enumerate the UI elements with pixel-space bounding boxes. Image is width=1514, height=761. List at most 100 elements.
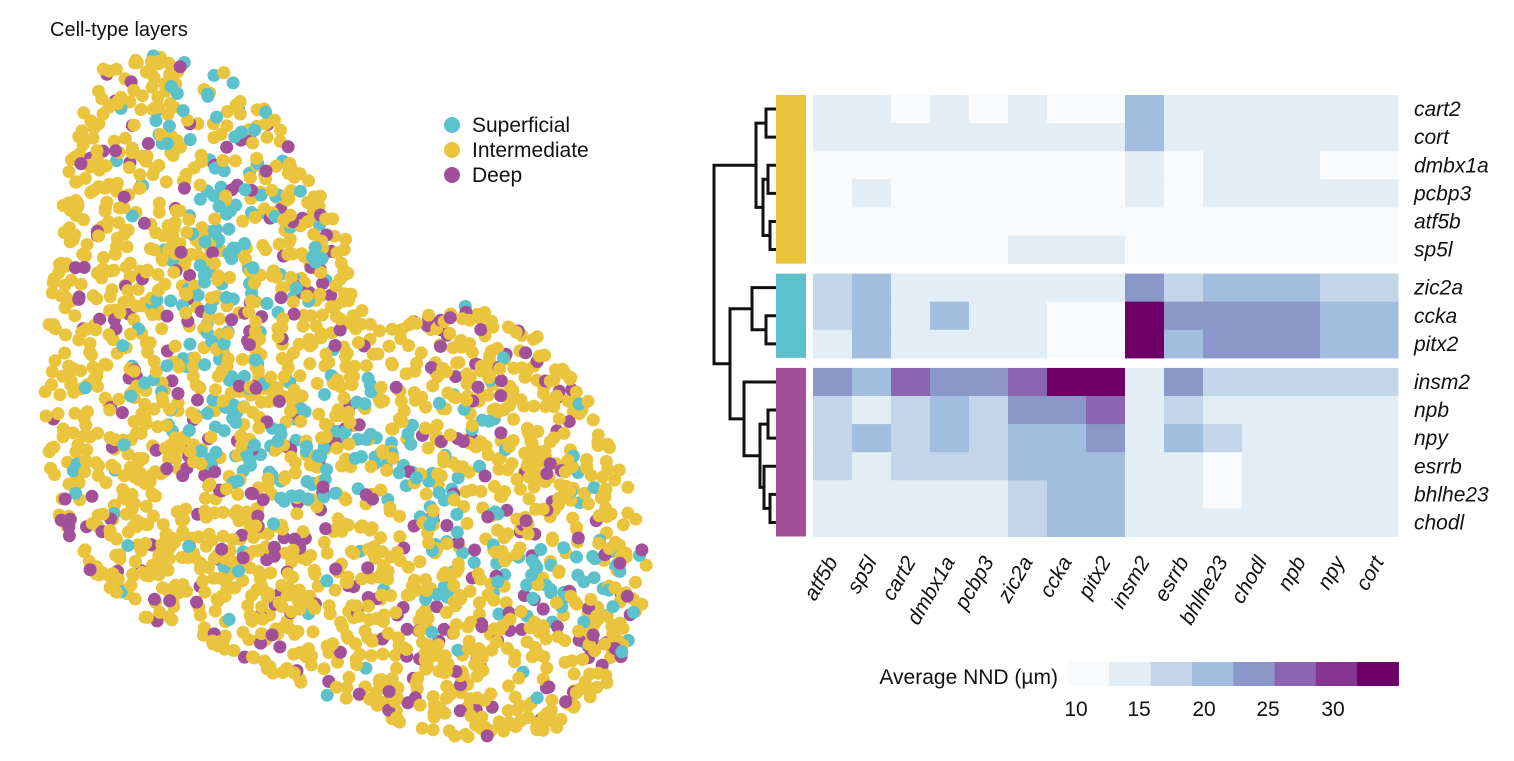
scatter-point-intermediate	[481, 588, 495, 602]
scatter-point-intermediate	[380, 463, 394, 477]
scatter-point-intermediate	[74, 277, 88, 291]
scatter-point-deep	[434, 435, 448, 448]
scatter-point-deep	[550, 620, 564, 634]
heatmap-cell	[1203, 151, 1243, 180]
heatmap-cell	[969, 123, 1009, 152]
scatter-point-intermediate	[252, 421, 266, 435]
scatter-point-deep	[329, 562, 343, 576]
heatmap-cell	[1203, 207, 1243, 236]
scatter-point-intermediate	[563, 484, 577, 498]
scatter-point-intermediate	[117, 469, 131, 483]
scatter-point-intermediate	[408, 364, 422, 378]
scatter-point-intermediate	[343, 416, 357, 429]
heatmap-cell	[930, 301, 970, 331]
heatmap-cell	[891, 396, 931, 425]
scatter-point-intermediate	[533, 349, 546, 363]
heatmap-column-labels: atf5b sp5lcart2dmbx1apcbp3zic2acckapitx2i…	[800, 551, 1390, 629]
scatter-point-superficial	[308, 241, 322, 254]
scatter-point-deep	[165, 374, 179, 388]
scatter-point-intermediate	[136, 566, 150, 579]
scatter-point-intermediate	[319, 212, 333, 226]
dendrogram-branch	[764, 314, 776, 346]
scatter-point-deep	[586, 628, 600, 642]
heatmap-cell	[1047, 452, 1087, 481]
scatter-point-intermediate	[242, 305, 256, 319]
scatter-point-intermediate	[69, 202, 83, 216]
scatter-point-deep	[319, 522, 333, 536]
scatter-point-deep	[559, 695, 573, 709]
heatmap-cell	[1086, 480, 1126, 509]
scatter-point-deep	[174, 245, 188, 259]
scatter-point-deep	[543, 457, 557, 471]
scatter-point-superficial	[423, 518, 437, 532]
scatter-point-intermediate	[463, 584, 477, 598]
heatmap-cell	[1242, 508, 1282, 537]
scatter-point-intermediate	[463, 692, 477, 706]
scatter-point-intermediate	[90, 369, 104, 383]
scatter-point-intermediate	[503, 612, 517, 626]
heatmap-cell	[1359, 207, 1399, 236]
scatter-point-intermediate	[391, 631, 405, 645]
scatter-point-deep	[361, 561, 375, 575]
heatmap-cell	[1008, 424, 1048, 453]
scatter-point-intermediate	[85, 516, 99, 530]
scatter-point-intermediate	[243, 171, 257, 185]
heatmap-cell	[891, 179, 931, 208]
scatter-point-intermediate	[155, 252, 169, 266]
heatmap-cell	[1047, 367, 1087, 397]
scatter-point-intermediate	[103, 403, 117, 417]
scatter-point-intermediate	[113, 306, 127, 320]
scatter-point-intermediate	[153, 605, 167, 619]
heatmap-cell	[891, 508, 931, 537]
scatter-point-intermediate	[168, 339, 182, 353]
scatter-point-deep	[68, 261, 82, 275]
colorbar-swatch	[1274, 662, 1317, 686]
heatmap-cell	[891, 480, 931, 509]
scatter-point-superficial	[627, 605, 640, 619]
scatter-point-intermediate	[354, 520, 367, 534]
heatmap-cell	[1008, 151, 1048, 180]
heatmap-cell	[1242, 179, 1282, 208]
scatter-point-superficial	[525, 568, 539, 582]
scatter-point-deep	[265, 628, 279, 642]
scatter-point-intermediate	[120, 240, 134, 254]
heatmap-cell	[1281, 396, 1321, 425]
heatmap-cell	[1047, 424, 1087, 453]
scatter-points	[38, 49, 653, 744]
scatter-point-intermediate	[196, 574, 210, 588]
heatmap-cell	[1281, 329, 1321, 359]
heatmap-cell	[1047, 396, 1087, 425]
scatter-point-intermediate	[374, 380, 388, 394]
heatmap-cell	[1047, 301, 1087, 331]
heatmap-cell	[1125, 273, 1165, 303]
scatter-point-intermediate	[426, 504, 440, 518]
scatter-point-intermediate	[188, 351, 202, 365]
scatter-point-deep	[141, 137, 155, 150]
scatter-point-intermediate	[122, 161, 136, 175]
heatmap-cell	[1125, 452, 1165, 481]
scatter-point-intermediate	[158, 553, 172, 567]
scatter-point-superficial	[528, 558, 542, 572]
scatter-point-intermediate	[394, 394, 408, 408]
scatter-point-intermediate	[138, 411, 152, 425]
scatter-point-superficial	[273, 423, 287, 437]
scatter-point-superficial	[170, 87, 184, 100]
scatter-point-intermediate	[342, 437, 356, 451]
scatter-point-superficial	[225, 370, 239, 384]
scatter-point-intermediate	[352, 609, 366, 623]
scatter-point-intermediate	[591, 439, 605, 452]
scatter-point-intermediate	[78, 543, 92, 557]
scatter-point-intermediate	[547, 373, 561, 387]
heatmap-cell	[1359, 95, 1399, 124]
scatter-point-superficial	[557, 541, 571, 555]
scatter-point-deep	[242, 338, 256, 352]
scatter-point-intermediate	[486, 403, 500, 417]
scatter-point-intermediate	[103, 523, 117, 537]
heatmap-cell	[969, 179, 1009, 208]
scatter-point-deep	[171, 387, 185, 400]
scatter-point-intermediate	[255, 627, 268, 641]
scatter-point-intermediate	[331, 512, 345, 526]
scatter-point-intermediate	[255, 600, 269, 614]
scatter-point-intermediate	[124, 495, 138, 509]
scatter-point-intermediate	[208, 604, 222, 618]
